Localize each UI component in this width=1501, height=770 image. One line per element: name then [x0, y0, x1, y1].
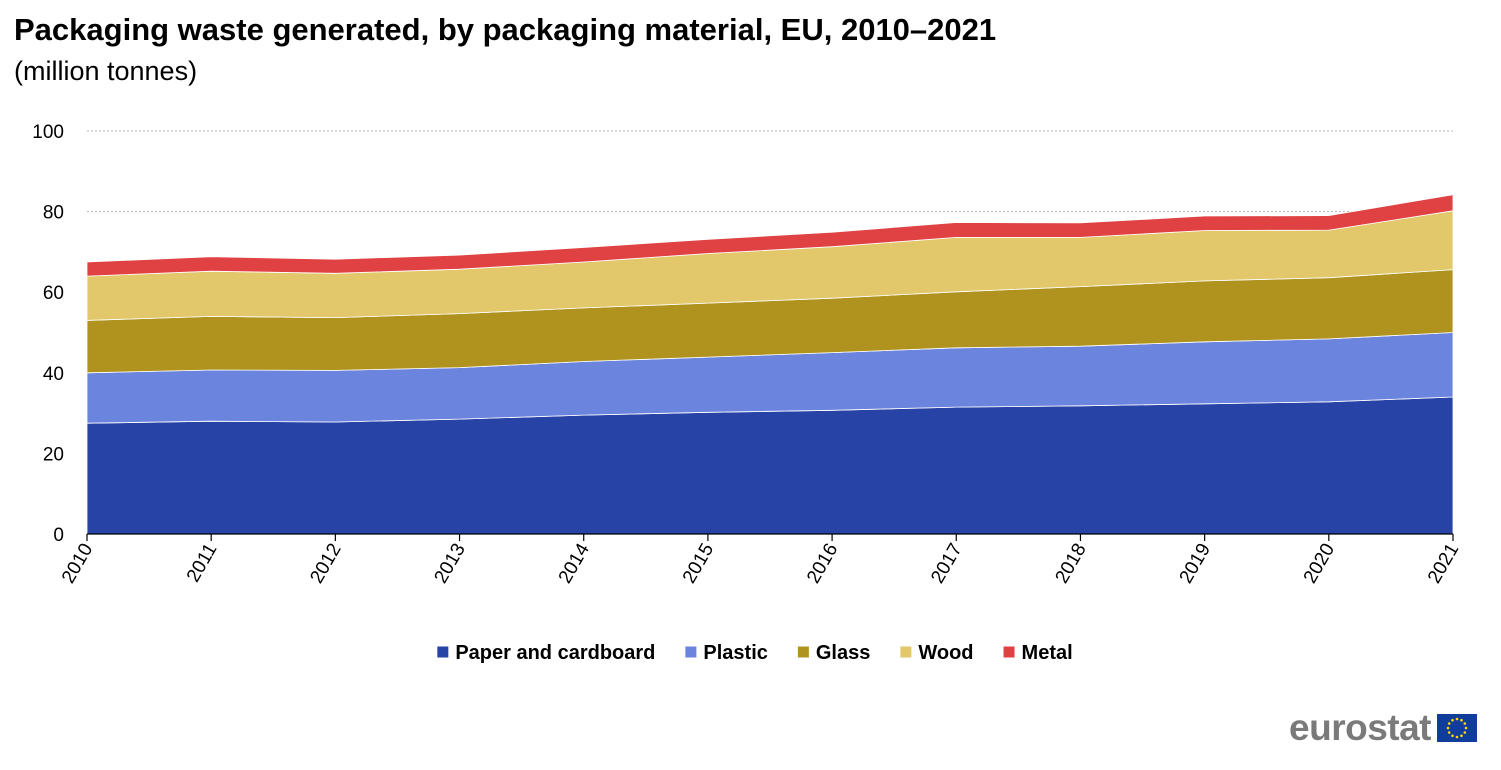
legend: Paper and cardboard Plastic Glass Wood Metal — [437, 642, 1073, 664]
x-tick-label: 2012 — [306, 540, 345, 587]
eu-star-icon — [1455, 735, 1459, 738]
legend-label: Plastic — [703, 642, 767, 664]
x-tick-label: 2015 — [679, 540, 718, 587]
x-tick-label: 2010 — [58, 540, 97, 587]
legend-item: Metal — [1003, 642, 1073, 664]
legend-swatch — [1003, 646, 1015, 658]
eu-star-icon — [1455, 717, 1459, 720]
legend-swatch — [900, 646, 912, 658]
eu-flag-icon — [1437, 713, 1477, 742]
legend-swatch — [437, 646, 449, 658]
eu-star-icon — [1463, 730, 1467, 734]
eu-star-icon — [1460, 718, 1463, 722]
chart-title: Packaging waste generated, by packaging … — [14, 12, 997, 47]
legend-label: Glass — [816, 642, 870, 664]
legend-item: Paper and cardboard — [437, 642, 655, 664]
area-series-layer — [86, 194, 1454, 535]
eu-star-icon — [1451, 733, 1454, 737]
eu-star-icon — [1447, 730, 1451, 734]
x-tick-label: 2017 — [927, 540, 966, 587]
x-tick-label: 2013 — [431, 540, 470, 587]
eu-star-icon — [1464, 726, 1468, 729]
x-tick-label: 2018 — [1051, 540, 1090, 587]
x-tick-label: 2019 — [1176, 540, 1215, 587]
eu-star-icon — [1447, 721, 1451, 725]
chart-subtitle: (million tonnes) — [14, 56, 198, 86]
legend-label: Paper and cardboard — [455, 642, 655, 664]
legend-swatch — [797, 646, 809, 658]
y-tick-label: 80 — [43, 203, 64, 224]
y-tick-label: 100 — [32, 122, 64, 143]
y-tick-label: 40 — [43, 364, 64, 385]
eurostat-wordmark: eurostat — [1289, 707, 1431, 748]
x-tick-label: 2011 — [183, 540, 222, 586]
legend-label: Wood — [918, 642, 973, 664]
legend-item: Wood — [900, 642, 974, 664]
y-tick-label: 60 — [43, 283, 64, 304]
legend-item: Plastic — [685, 642, 768, 664]
y-tick-label: 20 — [43, 444, 64, 465]
x-tick-label: 2016 — [803, 540, 842, 587]
x-tick-label: 2014 — [555, 540, 595, 587]
eurostat-logo: eurostat — [1289, 709, 1477, 746]
legend-label: Metal — [1022, 642, 1073, 664]
eu-star-icon — [1463, 721, 1467, 725]
legend-swatch — [685, 646, 697, 658]
eu-star-icon — [1460, 733, 1463, 737]
area-series-metal — [86, 194, 1454, 277]
eu-star-icon — [1451, 718, 1454, 722]
y-tick-label: 0 — [53, 525, 64, 546]
x-tick-label: 2020 — [1300, 540, 1339, 587]
x-tick-label: 2021 — [1424, 540, 1463, 587]
eu-star-icon — [1446, 726, 1450, 729]
legend-item: Glass — [797, 642, 870, 664]
